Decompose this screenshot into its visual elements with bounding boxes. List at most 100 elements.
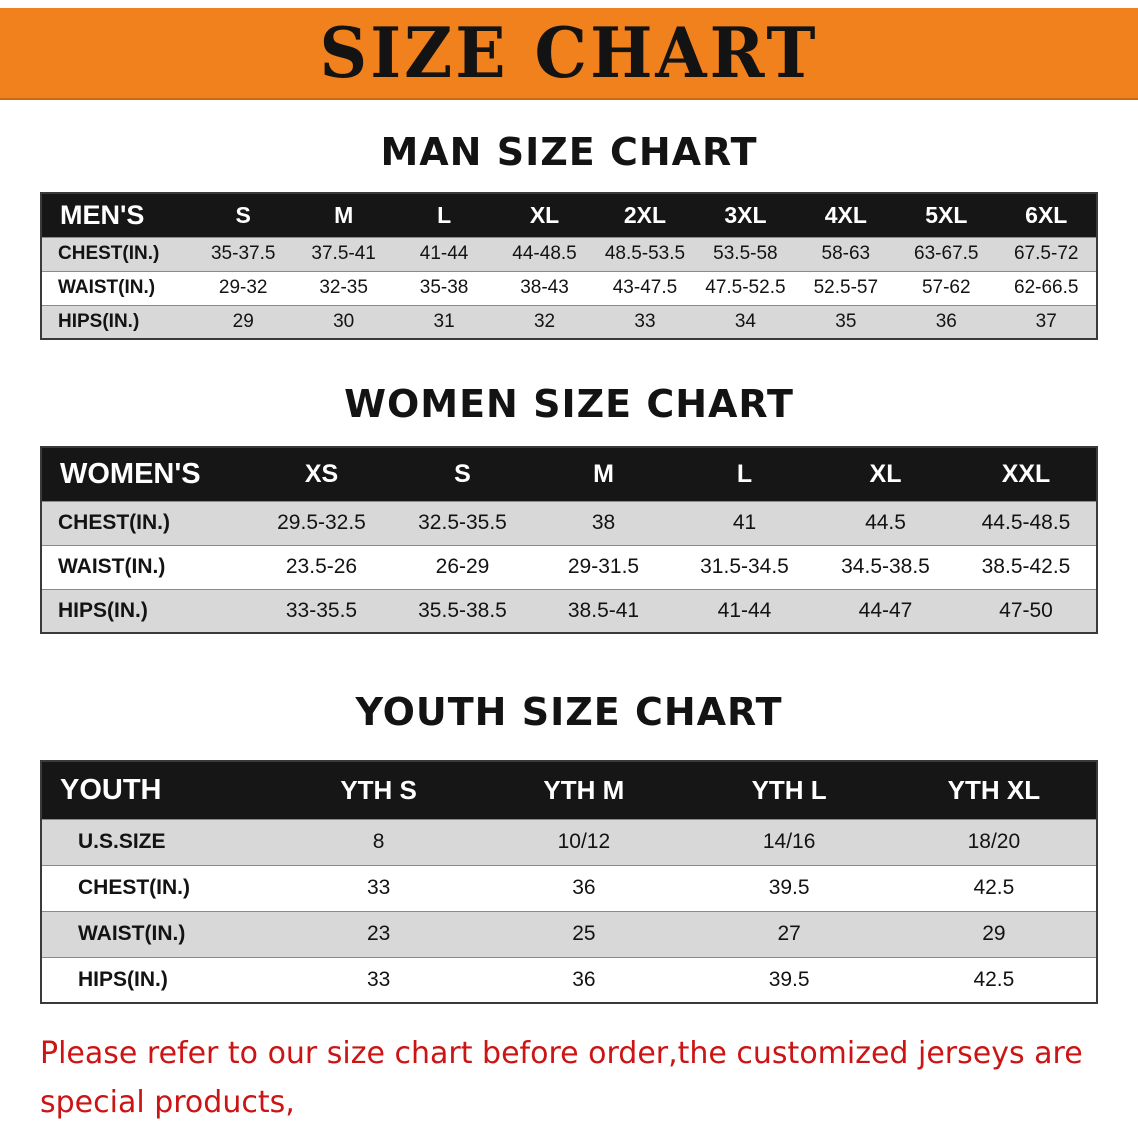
measurement-value-cell: 42.5 — [973, 876, 1015, 899]
row-label-cell: CHEST(IN.) — [78, 876, 190, 899]
measurement-value-cell: 44.5-48.5 — [981, 511, 1071, 534]
measurement-value-cell: 23.5-26 — [285, 555, 358, 578]
women-size-table: WOMEN'S XS S M L XL XXL CHEST(IN.) 29.5-32.5 32.5… — [40, 446, 1098, 634]
row-label-cell: CHEST(IN.) — [58, 243, 160, 264]
measurement-value-cell: 34.5-38.5 — [841, 555, 930, 578]
row-label-cell: HIPS(IN.) — [58, 598, 148, 622]
size-column-header: 4XL — [795, 193, 897, 237]
measurement-value-cell: 47-50 — [999, 598, 1053, 622]
size-column-header: 6XL — [996, 193, 1097, 237]
row-label-cell: WAIST(IN.) — [58, 277, 156, 298]
measurement-value-cell: 23 — [366, 922, 391, 945]
measurement-value-cell: 29 — [982, 922, 1006, 945]
measurement-value-cell: 37.5-41 — [311, 243, 376, 264]
measurement-value-cell: 10/12 — [557, 830, 611, 853]
measurement-value-cell: 37 — [1035, 310, 1057, 332]
size-column-header: 2XL — [594, 193, 696, 237]
measurement-value-cell: 41-44 — [419, 243, 469, 264]
measurement-value-cell: 38-43 — [520, 277, 569, 298]
measurement-value-cell: 26-29 — [435, 555, 490, 578]
measurement-value-cell: 35.5-38.5 — [418, 598, 507, 622]
table-header-row: YOUTH YTH S YTH M YTH L YTH XL — [41, 761, 1097, 819]
measurement-value-cell: 36 — [572, 876, 596, 899]
size-column-header: M — [293, 193, 394, 237]
measurement-value-cell: 18/20 — [967, 830, 1021, 853]
measurement-value-cell: 41-44 — [717, 598, 772, 622]
measurement-value-cell: 25 — [572, 922, 596, 945]
disclaimer-line-1: Please refer to our size chart before or… — [40, 1036, 1083, 1120]
measurement-value-cell: 36 — [935, 310, 957, 332]
measurement-value-cell: 44-48.5 — [512, 243, 577, 264]
measurement-value-cell: 41 — [732, 511, 757, 534]
measurement-value-cell: 38 — [591, 511, 616, 534]
measurement-row: CHEST(IN.) 35-37.5 37.5-41 41-44 44-48.5 48.5… — [41, 237, 1097, 271]
measurement-row: HIPS(IN.) 33-35.5 35.5-38.5 38.5-41 41-44 44-… — [41, 589, 1097, 633]
size-column-header: L — [393, 193, 495, 237]
measurement-value-cell: 27 — [777, 922, 801, 945]
women-section-heading: WOMEN SIZE CHART — [344, 382, 794, 426]
measurement-value-cell: 32-35 — [319, 277, 368, 298]
size-column-header: S — [392, 447, 533, 501]
men-section-heading: MAN SIZE CHART — [380, 130, 758, 174]
disclaimer-line-2: we don't accept cancel, change, teturn o… — [40, 1127, 1108, 1132]
measurement-value-cell: 29.5-32.5 — [277, 511, 366, 534]
youth-section: YOUTH SIZE CHART YOUTH YTH S YTH M YTH L YTH… — [0, 690, 1138, 1004]
disclaimer-text: Please refer to our size chart before or… — [40, 1030, 1108, 1132]
row-label-cell: WAIST(IN.) — [58, 555, 166, 578]
measurement-value-cell: 39.5 — [768, 876, 810, 899]
size-column-header: 5XL — [896, 193, 997, 237]
youth-section-heading: YOUTH SIZE CHART — [355, 690, 783, 734]
size-column-header: YTH L — [686, 761, 892, 819]
measurement-value-cell: 32 — [533, 310, 556, 332]
measurement-value-cell: 35 — [835, 310, 857, 332]
banner: SIZE CHART — [0, 8, 1138, 100]
size-column-header: M — [533, 447, 674, 501]
measurement-value-cell: 39.5 — [768, 967, 810, 991]
measurement-value-cell: 47.5-52.5 — [705, 277, 786, 298]
page-title: SIZE CHART — [319, 12, 819, 94]
measurement-value-cell: 38.5-41 — [567, 598, 640, 622]
size-column-header: XL — [815, 447, 956, 501]
men-size-table: MEN'S S M L XL 2XL 3XL 4XL 5XL 6XL CHEST(IN.) 35-37… — [40, 192, 1098, 340]
measurement-row: HIPS(IN.) 33 36 39.5 42.5 — [41, 957, 1097, 1003]
measurement-value-cell: 36 — [572, 967, 596, 991]
measurement-value-cell: 57-62 — [921, 277, 971, 298]
measurement-row: WAIST(IN.) 29-32 32-35 35-38 38-43 43-47.5 47.… — [41, 271, 1097, 305]
measurement-row: HIPS(IN.) 29 30 31 32 33 34 35 36 37 — [41, 305, 1097, 339]
measurement-value-cell: 32.5-35.5 — [418, 511, 507, 534]
measurement-value-cell: 44-47 — [858, 598, 913, 622]
size-column-header: S — [193, 193, 294, 237]
table-header-row: WOMEN'S XS S M L XL XXL — [41, 447, 1097, 501]
measurement-row: WAIST(IN.) 23 25 27 29 — [41, 911, 1097, 957]
measurement-value-cell: 48.5-53.5 — [604, 243, 686, 264]
measurement-value-cell: 67.5-72 — [1014, 243, 1079, 264]
measurement-row: CHEST(IN.) 29.5-32.5 32.5-35.5 38 41 44.5 44.5… — [41, 501, 1097, 545]
measurement-value-cell: 33 — [634, 310, 656, 332]
measurement-value-cell: 53.5-58 — [713, 243, 778, 264]
measurement-value-cell: 35-37.5 — [210, 243, 276, 264]
youth-size-table: YOUTH YTH S YTH M YTH L YTH XL U.S.SIZE 8 10/12… — [40, 760, 1098, 1004]
table-title-cell: YOUTH — [41, 761, 276, 819]
women-section: WOMEN SIZE CHART WOMEN'S XS S M L XL XXL CHEST(… — [0, 382, 1138, 634]
measurement-value-cell: 62-66.5 — [1014, 277, 1079, 298]
size-column-header: XXL — [956, 447, 1097, 501]
measurement-value-cell: 38.5-42.5 — [981, 555, 1071, 578]
measurement-value-cell: 52.5-57 — [813, 277, 879, 298]
measurement-value-cell: 34 — [734, 310, 756, 332]
size-column-header: L — [674, 447, 815, 501]
table-header-row: MEN'S S M L XL 2XL 3XL 4XL 5XL 6XL — [41, 193, 1097, 237]
measurement-value-cell: 31 — [433, 310, 455, 332]
measurement-value-cell: 14/16 — [762, 830, 816, 853]
size-column-header: XL — [494, 193, 595, 237]
measurement-value-cell: 29-31.5 — [567, 555, 640, 578]
men-section: MAN SIZE CHART MEN'S S M L XL 2XL 3XL 4XL 5XL 6XL… — [0, 130, 1138, 340]
measurement-value-cell: 43-47.5 — [612, 277, 678, 298]
measurement-value-cell: 29 — [232, 310, 254, 332]
table-title-cell: WOMEN'S — [41, 447, 251, 501]
row-label-cell: U.S.SIZE — [78, 830, 166, 853]
size-column-header: XS — [251, 447, 392, 501]
measurement-row: CHEST(IN.) 33 36 39.5 42.5 — [41, 865, 1097, 911]
measurement-value-cell: 35-38 — [419, 277, 469, 298]
measurement-value-cell: 58-63 — [821, 243, 871, 264]
